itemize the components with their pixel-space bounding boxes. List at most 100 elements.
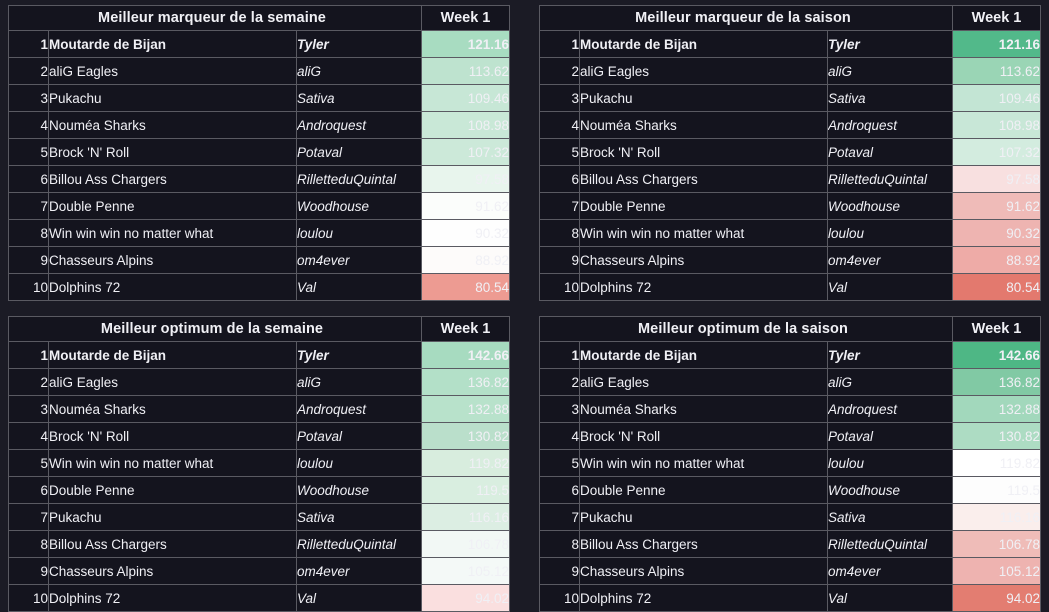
- score-value-cell: 94.02: [952, 584, 1041, 612]
- score-value-cell: 113.62: [421, 57, 510, 85]
- table-row: 8 Win win win no matter what loulou 90.32: [539, 219, 1041, 247]
- score-value-cell: 119.82: [421, 449, 510, 477]
- table-row: 9 Chasseurs Alpins om4ever 105.12: [539, 557, 1041, 585]
- score-value-cell: 90.32: [421, 219, 510, 247]
- score-value-cell: 132.88: [421, 395, 510, 423]
- team-name-cell: Chasseurs Alpins: [48, 557, 297, 585]
- team-name-cell: Double Penne: [579, 476, 828, 504]
- score-value-cell: 97.58: [421, 165, 510, 193]
- table-row: 7 Pukachu Sativa 116.16: [8, 503, 510, 531]
- rank-cell: 10: [539, 584, 580, 612]
- score-value-cell: 90.32: [952, 219, 1041, 247]
- table-row: 10 Dolphins 72 Val 94.02: [539, 584, 1041, 612]
- manager-name-cell: RilletteduQuintal: [827, 530, 953, 558]
- team-name-cell: Chasseurs Alpins: [579, 246, 828, 274]
- score-value-cell: 80.54: [952, 273, 1041, 301]
- rank-cell: 10: [8, 584, 49, 612]
- manager-name-cell: Sativa: [827, 503, 953, 531]
- team-name-cell: Win win win no matter what: [48, 449, 297, 477]
- rank-cell: 9: [539, 246, 580, 274]
- team-name-cell: Nouméa Sharks: [48, 395, 297, 423]
- score-value-cell: 119.5: [952, 476, 1041, 504]
- rank-cell: 8: [8, 530, 49, 558]
- table-row: 4 Nouméa Sharks Androquest 108.98: [8, 111, 510, 139]
- header-row: Meilleur marqueur de la saison Week 1: [539, 5, 1041, 31]
- team-name-cell: Win win win no matter what: [579, 219, 828, 247]
- table-row: 9 Chasseurs Alpins om4ever 105.12: [8, 557, 510, 585]
- manager-name-cell: om4ever: [827, 557, 953, 585]
- table-row: 2 aliG Eagles aliG 113.62: [539, 57, 1041, 85]
- table-body: 1 Moutarde de Bijan Tyler 121.16 2 aliG Eagle…: [539, 30, 1041, 301]
- rank-cell: 4: [539, 422, 580, 450]
- team-name-cell: Moutarde de Bijan: [48, 341, 297, 369]
- manager-name-cell: Androquest: [827, 395, 953, 423]
- score-value-cell: 136.82: [421, 368, 510, 396]
- rank-cell: 8: [539, 530, 580, 558]
- score-value-cell: 116.16: [421, 503, 510, 531]
- rank-cell: 5: [539, 449, 580, 477]
- rank-cell: 2: [539, 368, 580, 396]
- rank-cell: 9: [8, 246, 49, 274]
- manager-name-cell: Val: [296, 273, 422, 301]
- score-value-cell: 132.88: [952, 395, 1041, 423]
- table-row: 6 Billou Ass Chargers RilletteduQuintal 97.…: [8, 165, 510, 193]
- team-name-cell: Dolphins 72: [48, 584, 297, 612]
- table-row: 7 Double Penne Woodhouse 91.62: [8, 192, 510, 220]
- header-row: Meilleur optimum de la semaine Week 1: [8, 316, 510, 342]
- score-value-cell: 121.16: [421, 30, 510, 58]
- table-row: 6 Billou Ass Chargers RilletteduQuintal 97.…: [539, 165, 1041, 193]
- table-row: 3 Nouméa Sharks Androquest 132.88: [8, 395, 510, 423]
- manager-name-cell: Potaval: [827, 422, 953, 450]
- table-row: 9 Chasseurs Alpins om4ever 88.92: [539, 246, 1041, 274]
- team-name-cell: Nouméa Sharks: [579, 111, 828, 139]
- table-row: 10 Dolphins 72 Val 94.02: [8, 584, 510, 612]
- team-name-cell: Brock 'N' Roll: [48, 138, 297, 166]
- team-name-cell: Chasseurs Alpins: [579, 557, 828, 585]
- manager-name-cell: loulou: [296, 219, 422, 247]
- score-value-cell: 130.82: [421, 422, 510, 450]
- rank-cell: 6: [8, 476, 49, 504]
- table-header: Meilleur optimum de la saison Week 1: [539, 316, 1041, 342]
- score-value-cell: 80.54: [421, 273, 510, 301]
- manager-name-cell: RilletteduQuintal: [296, 165, 422, 193]
- rank-cell: 8: [8, 219, 49, 247]
- table-row: 5 Brock 'N' Roll Potaval 107.32: [539, 138, 1041, 166]
- manager-name-cell: om4ever: [827, 246, 953, 274]
- manager-name-cell: Sativa: [296, 84, 422, 112]
- manager-name-cell: Androquest: [827, 111, 953, 139]
- score-value-cell: 142.66: [952, 341, 1041, 369]
- score-value-cell: 91.62: [421, 192, 510, 220]
- rank-cell: 3: [539, 84, 580, 112]
- table-row: 6 Double Penne Woodhouse 119.5: [8, 476, 510, 504]
- table-row: 7 Double Penne Woodhouse 91.62: [539, 192, 1041, 220]
- score-value-cell: 119.5: [421, 476, 510, 504]
- team-name-cell: Dolphins 72: [48, 273, 297, 301]
- score-value-cell: 107.32: [952, 138, 1041, 166]
- rank-cell: 7: [8, 192, 49, 220]
- score-value-cell: 116.16: [952, 503, 1041, 531]
- score-value-cell: 105.12: [421, 557, 510, 585]
- rank-cell: 1: [539, 341, 580, 369]
- header-row: Meilleur optimum de la saison Week 1: [539, 316, 1041, 342]
- team-name-cell: Double Penne: [579, 192, 828, 220]
- team-name-cell: aliG Eagles: [579, 368, 828, 396]
- table-body: 1 Moutarde de Bijan Tyler 121.16 2 aliG Eagle…: [8, 30, 510, 301]
- score-value-cell: 119.82: [952, 449, 1041, 477]
- table-body: 1 Moutarde de Bijan Tyler 142.66 2 aliG Eagle…: [8, 341, 510, 612]
- rank-cell: 4: [8, 422, 49, 450]
- team-name-cell: Nouméa Sharks: [579, 395, 828, 423]
- table-row: 6 Double Penne Woodhouse 119.5: [539, 476, 1041, 504]
- week-column-header: Week 1: [421, 5, 510, 31]
- leaderboard-table: Meilleur marqueur de la semaine Week 1 1…: [8, 5, 510, 301]
- team-name-cell: Dolphins 72: [579, 584, 828, 612]
- score-value-cell: 109.46: [952, 84, 1041, 112]
- score-value-cell: 108.98: [421, 111, 510, 139]
- table-row: 10 Dolphins 72 Val 80.54: [8, 273, 510, 301]
- table-row: 8 Billou Ass Chargers RilletteduQuintal 106…: [8, 530, 510, 558]
- manager-name-cell: Woodhouse: [296, 476, 422, 504]
- table-row: 7 Pukachu Sativa 116.16: [539, 503, 1041, 531]
- manager-name-cell: Androquest: [296, 111, 422, 139]
- table-title: Meilleur optimum de la semaine: [8, 316, 422, 342]
- table-row: 5 Brock 'N' Roll Potaval 107.32: [8, 138, 510, 166]
